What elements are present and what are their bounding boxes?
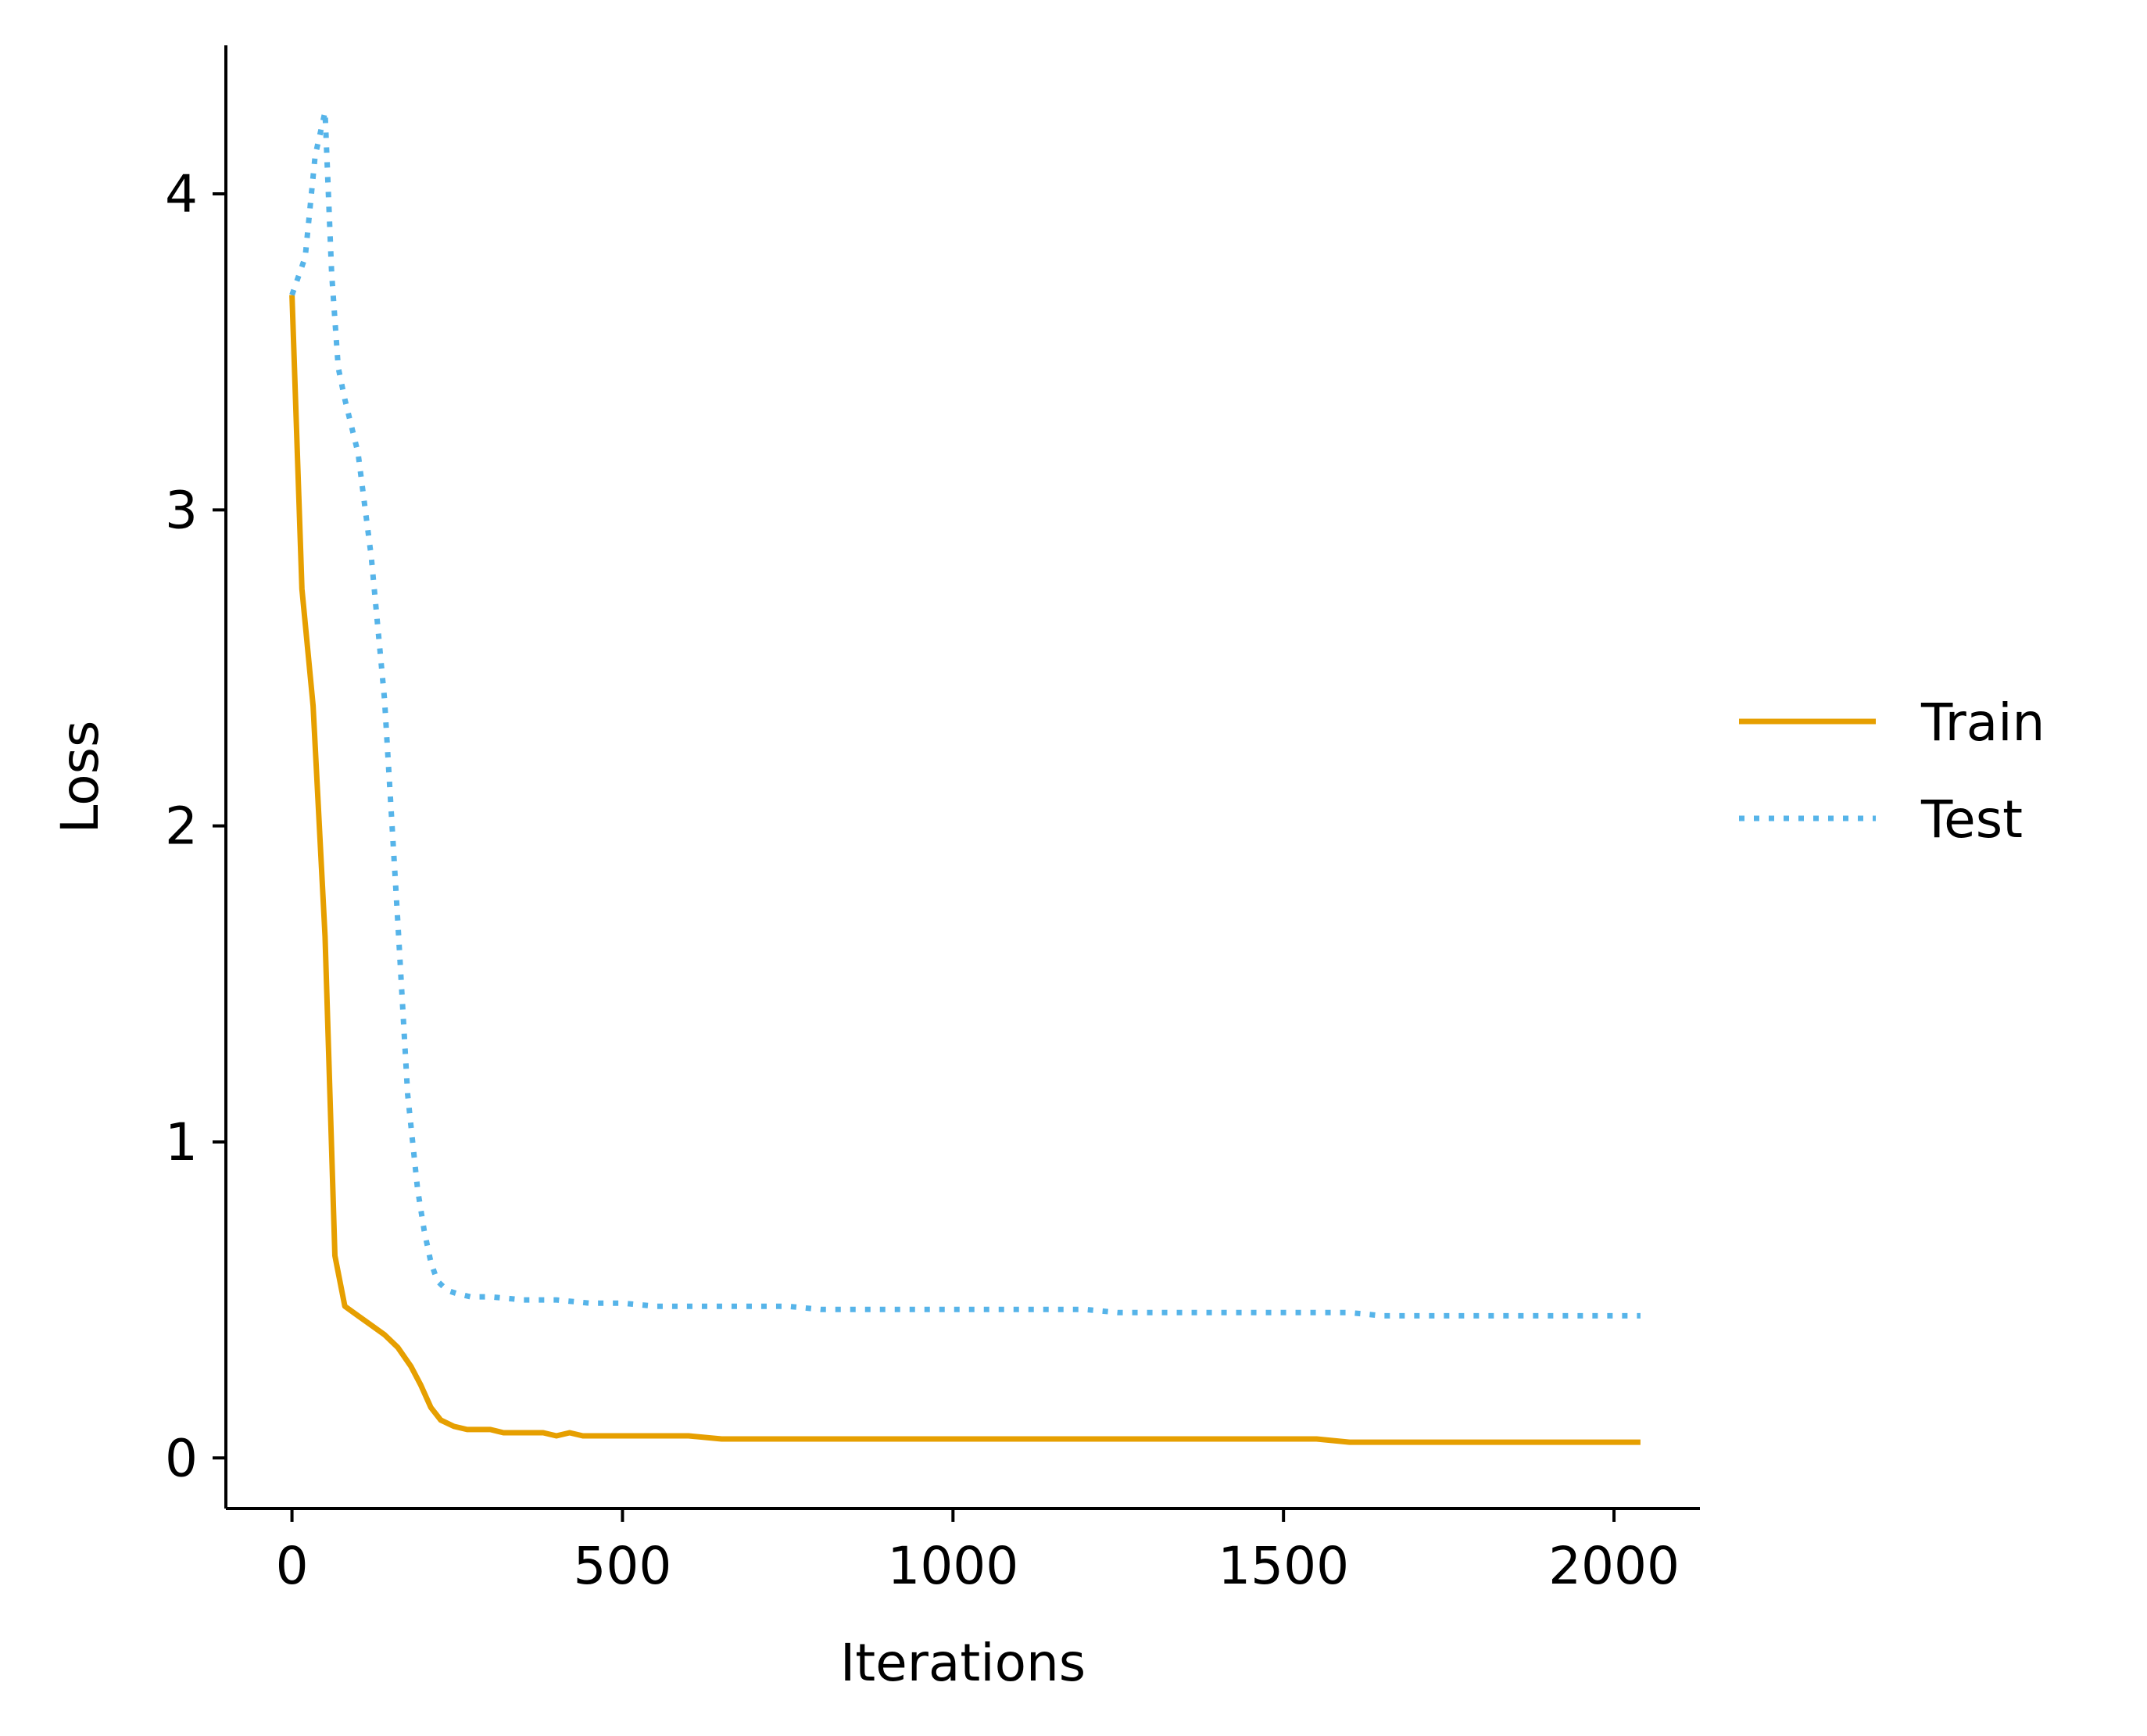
y-tick-label: 2 bbox=[165, 796, 198, 857]
y-axis-label: Loss bbox=[50, 721, 110, 834]
y-ticks: 0 1 2 3 4 bbox=[165, 164, 226, 1488]
legend: Train Test bbox=[1739, 693, 2045, 850]
x-ticks: 0 500 1000 1500 2000 bbox=[276, 1509, 1680, 1596]
series-line-train bbox=[289, 295, 1641, 1445]
x-tick-label: 2000 bbox=[1548, 1536, 1680, 1596]
x-tick-label: 0 bbox=[276, 1536, 309, 1596]
x-tick-label: 500 bbox=[573, 1536, 671, 1596]
x-tick-label: 1000 bbox=[887, 1536, 1018, 1596]
y-tick-label: 1 bbox=[165, 1112, 198, 1172]
y-tick-label: 0 bbox=[165, 1428, 198, 1488]
x-axis-label: Iterations bbox=[840, 1633, 1086, 1693]
x-tick-label: 1500 bbox=[1218, 1536, 1349, 1596]
y-tick-label: 3 bbox=[165, 480, 198, 540]
series-layer bbox=[289, 109, 1641, 1445]
y-tick-label: 4 bbox=[165, 164, 198, 224]
legend-label-train: Train bbox=[1920, 693, 2045, 753]
series-line-test bbox=[289, 109, 1641, 1319]
legend-label-test: Test bbox=[1920, 789, 2023, 850]
